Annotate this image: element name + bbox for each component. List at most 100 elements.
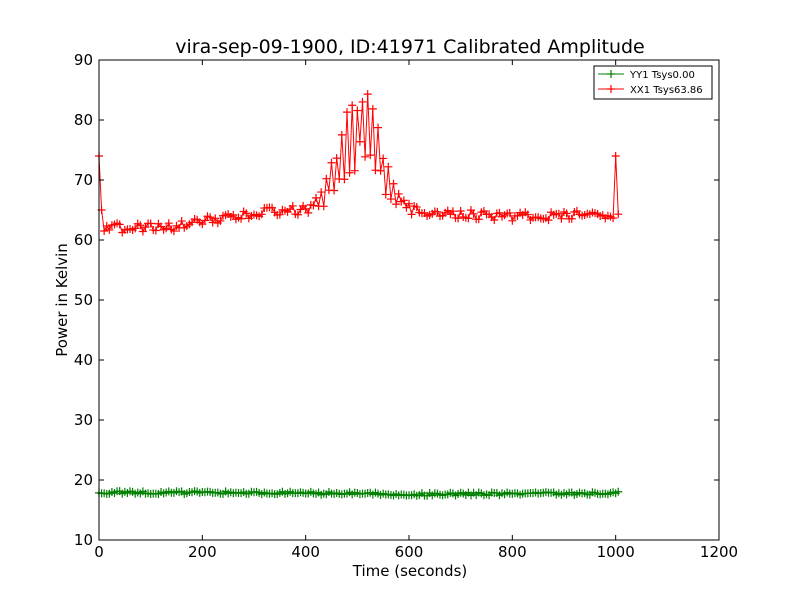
data-point (386, 195, 395, 204)
y-axis: 10 20 30 40 50 60 70 80 90 (74, 51, 719, 549)
x-tick-label: 800 (498, 543, 527, 561)
data-point (337, 130, 346, 139)
legend-box (593, 65, 713, 100)
data-point (394, 189, 403, 198)
legend-label: YY1 Tsys0.00 (629, 70, 695, 81)
data-point (237, 214, 246, 223)
x-tick-label: 1200 (700, 543, 738, 561)
data-point (136, 221, 145, 230)
x-tick-label: 600 (395, 543, 424, 561)
data-point (614, 210, 623, 219)
data-point (257, 210, 266, 219)
data-point (609, 214, 618, 223)
data-point (105, 225, 114, 234)
data-point (363, 90, 372, 99)
data-point (115, 220, 124, 229)
x-tick-label: 0 (94, 543, 104, 561)
y-tick-label: 90 (74, 51, 93, 69)
data-point (361, 152, 370, 161)
data-point (567, 214, 576, 223)
data-point (474, 215, 483, 224)
data-point (611, 152, 620, 160)
data-point (301, 204, 310, 213)
x-tick-label: 200 (188, 543, 217, 561)
x-tick-label: 400 (291, 543, 320, 561)
data-point (332, 154, 341, 163)
data-point (242, 209, 251, 218)
data-point (433, 207, 442, 216)
data-point (407, 210, 416, 219)
y-tick-label: 30 (74, 411, 93, 429)
series-xx1 (95, 90, 623, 237)
data-point (164, 219, 173, 228)
data-point (412, 203, 421, 212)
data-point (366, 151, 375, 160)
data-point (355, 137, 364, 146)
y-tick-label: 50 (74, 291, 93, 309)
y-tick-label: 80 (74, 111, 93, 129)
data-point (379, 154, 388, 163)
data-point (200, 216, 209, 225)
data-point (268, 203, 277, 212)
plot-frame (98, 59, 720, 541)
data-point (381, 190, 390, 199)
x-axis: 0 200 400 600 800 1000 1200 (94, 60, 738, 561)
data-point (392, 200, 401, 209)
data-point (389, 179, 398, 188)
data-point (343, 108, 351, 117)
data-point (312, 193, 320, 202)
data-point (229, 210, 238, 219)
data-point (131, 224, 140, 233)
data-point (554, 209, 563, 218)
y-tick-label: 20 (74, 471, 93, 489)
data-point (456, 206, 465, 215)
data-point (557, 214, 566, 223)
data-point (162, 224, 171, 233)
chart-title: vira-sep-09-1900, ID:41971 Calibrated Am… (175, 36, 645, 58)
data-point (448, 207, 457, 216)
legend-label: XX1 Tsys63.86 (630, 85, 703, 96)
legend-marker (607, 85, 615, 93)
data-point (100, 226, 109, 235)
data-point (399, 196, 408, 205)
data-point (304, 208, 313, 217)
data-point (490, 215, 499, 224)
data-point (327, 158, 336, 167)
data-point (358, 97, 367, 106)
data-point (293, 210, 302, 219)
data-point (562, 209, 571, 218)
data-point (345, 168, 354, 177)
data-point (384, 162, 393, 171)
x-axis-label: Time (seconds) (352, 562, 468, 580)
y-tick-label: 10 (74, 531, 93, 549)
data-point (319, 202, 328, 211)
data-point (275, 210, 284, 219)
y-axis-label: Power in Kelvin (53, 243, 71, 357)
legend-marker (607, 70, 615, 78)
data-point (340, 175, 349, 184)
series-layer (95, 90, 623, 500)
data-point (317, 188, 326, 197)
data-point (368, 104, 377, 113)
series-yy1 (95, 487, 623, 500)
data-point (464, 214, 473, 223)
x-tick-label: 1000 (597, 543, 635, 561)
data-point (169, 227, 178, 236)
data-point (376, 166, 385, 175)
data-point (353, 106, 362, 115)
data-point (146, 219, 155, 228)
data-point (469, 209, 478, 218)
y-tick-label: 70 (74, 171, 93, 189)
data-point (309, 201, 318, 210)
data-point (138, 227, 147, 236)
data-point (177, 217, 186, 226)
data-point (350, 166, 359, 175)
data-point (288, 201, 297, 210)
data-point (544, 216, 553, 225)
data-point (330, 186, 339, 195)
data-point (523, 210, 532, 219)
legend: YY1 Tsys0.00 XX1 Tsys63.86 (593, 65, 713, 100)
data-point (348, 101, 357, 110)
data-point (454, 214, 463, 223)
